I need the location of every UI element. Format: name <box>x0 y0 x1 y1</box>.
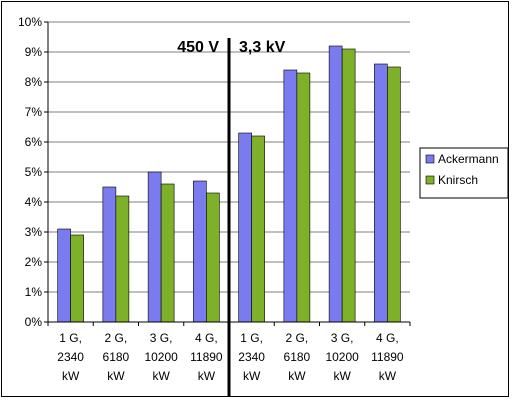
bar-ackermann-2 <box>102 186 117 323</box>
x-axis-tick-labels: 1 G, 2340 kW 2 G, 6180 kW 3 G, 10200 kW 4 G, 11890… <box>47 322 411 383</box>
y-tick-label: 8% <box>25 75 43 89</box>
bar-knirsch-2 <box>115 195 130 323</box>
bar-ackermann-4 <box>193 180 207 323</box>
x-tick-label: 2340 <box>238 350 265 364</box>
y-tick-label: 6% <box>25 135 43 149</box>
x-tick-label: kW <box>107 369 125 383</box>
x-tick-label: 2 G, <box>105 331 128 345</box>
bar-knirsch-6 <box>296 72 311 323</box>
x-tick-label: kW <box>288 369 306 383</box>
x-tick-label: 4 G, <box>195 331 218 345</box>
x-tick-label: kW <box>62 369 80 383</box>
x-tick-label: 1 G, <box>240 331 263 345</box>
x-tick-label: 3 G, <box>331 331 354 345</box>
bar-knirsch-8 <box>387 66 401 323</box>
bar-ackermann-1 <box>57 228 71 323</box>
x-tick-label: 2 G, <box>286 331 309 345</box>
bars <box>57 45 401 323</box>
x-tick-label: 3 G, <box>150 331 173 345</box>
legend: Ackermann Knirsch <box>419 147 509 199</box>
y-tick-label: 2% <box>25 255 43 269</box>
x-tick-label: 1 G, <box>59 331 82 345</box>
legend-swatch-ackermann <box>425 154 435 164</box>
y-tick-label: 7% <box>25 105 43 119</box>
bar-ackermann-7 <box>328 45 343 323</box>
annotation-3-3kv: 3,3 kV <box>239 39 286 56</box>
bar-ackermann-5 <box>238 132 252 323</box>
x-tick-label: 2340 <box>57 350 84 364</box>
bar-knirsch-7 <box>341 48 356 323</box>
bar-ackermann-6 <box>283 69 298 323</box>
x-tick-label: kW <box>152 369 170 383</box>
legend-label-ackermann: Ackermann <box>438 152 499 166</box>
y-tick-label: 9% <box>25 45 43 59</box>
x-tick-label: 4 G, <box>376 331 399 345</box>
y-tick-label: 3% <box>25 225 43 239</box>
x-tick-label: kW <box>379 369 397 383</box>
x-tick-label: 11890 <box>190 350 223 364</box>
x-tick-label: kW <box>333 369 351 383</box>
y-axis-ticks: 0% 1% 2% 3% 4% 5% 6% 7% 8% 9% 10% <box>18 15 48 329</box>
y-tick-label: 5% <box>25 165 43 179</box>
x-tick-label: kW <box>243 369 261 383</box>
annotation-450v: 450 V <box>177 39 219 56</box>
bar-knirsch-5 <box>251 135 265 323</box>
y-tick-label: 1% <box>25 285 43 299</box>
x-tick-label: 11890 <box>371 350 404 364</box>
legend-swatch-knirsch <box>425 175 435 185</box>
y-tick-label: 0% <box>25 315 43 329</box>
bar-knirsch-3 <box>160 183 175 323</box>
legend-box <box>419 147 509 199</box>
bar-knirsch-1 <box>70 234 84 323</box>
legend-label-knirsch: Knirsch <box>438 173 478 187</box>
x-tick-label: 10200 <box>325 350 359 364</box>
y-tick-label: 10% <box>18 15 42 29</box>
x-tick-label: 6180 <box>103 350 130 364</box>
x-tick-label: kW <box>198 369 216 383</box>
y-tick-label: 4% <box>25 195 43 209</box>
bar-ackermann-3 <box>147 171 162 323</box>
x-tick-label: 10200 <box>144 350 178 364</box>
bar-ackermann-8 <box>374 63 388 323</box>
x-tick-label: 6180 <box>284 350 311 364</box>
bar-knirsch-4 <box>206 192 220 323</box>
